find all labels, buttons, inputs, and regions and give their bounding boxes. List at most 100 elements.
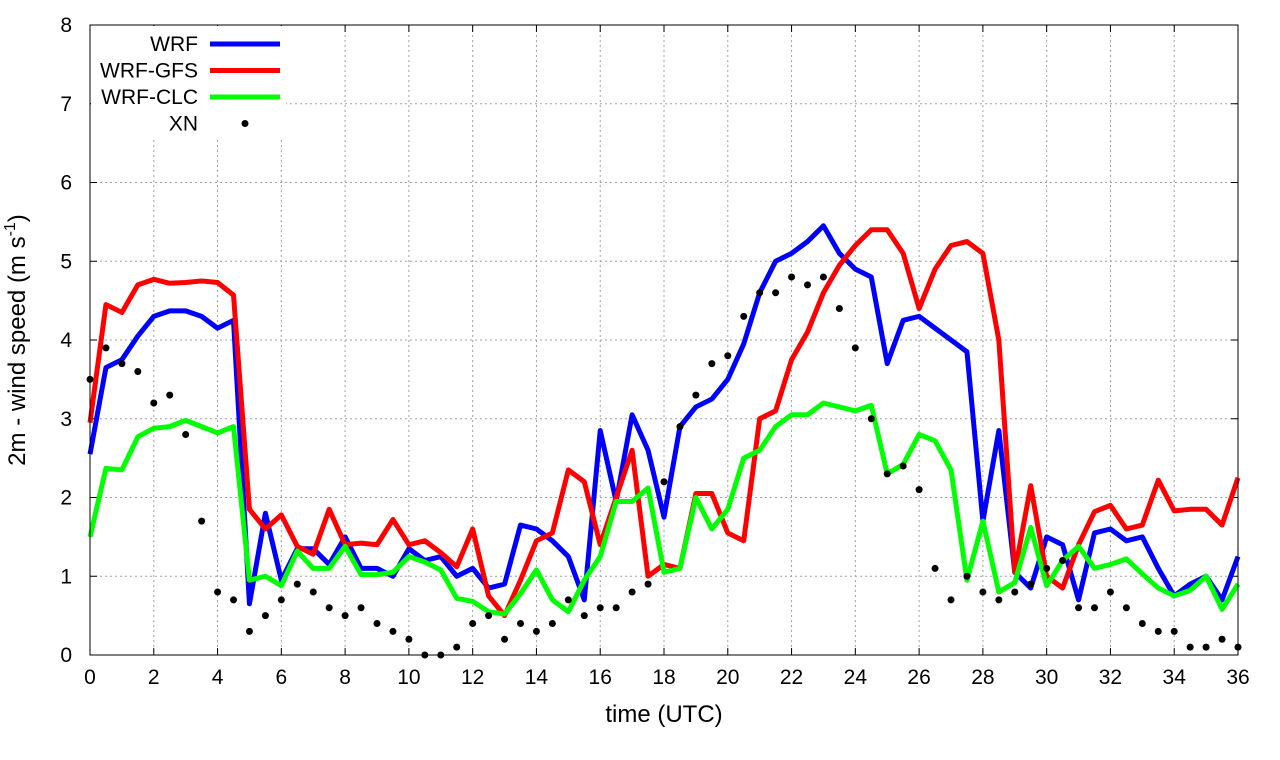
legend-entry-wrf-clc: WRF-CLC [101,86,280,109]
data-point-xn [1106,588,1114,596]
series-lines [86,223,1242,659]
data-point-xn [309,588,317,596]
data-point-xn [341,612,349,620]
data-point-xn [660,478,668,486]
y-tick-label: 3 [60,408,72,431]
x-tick-label: 30 [1035,666,1058,689]
x-axis-label: time (UTC) [605,701,722,728]
data-point-xn [1043,564,1051,572]
data-point-xn [963,572,971,580]
data-point-xn [182,431,190,438]
y-tick-label: 1 [60,565,72,588]
data-point-xn [1011,588,1019,596]
x-tick-label: 10 [397,666,420,689]
x-tick-label: 18 [652,666,675,689]
data-point-xn [931,564,939,572]
data-point-xn [979,588,987,596]
data-point-xn [851,344,859,352]
data-point-xn [102,344,110,352]
x-tick-label: 32 [1099,666,1122,689]
data-point-xn [453,643,461,651]
data-point-xn [676,423,684,431]
x-tick-label: 22 [780,666,803,689]
data-point-xn [740,312,748,320]
legend-entry-wrf: WRF [150,33,280,56]
data-point-xn [230,596,237,604]
series-line-wrf-clc [87,400,1241,617]
data-point-xn [819,273,827,281]
y-tick-label: 6 [60,172,72,195]
data-point-xn [389,627,397,635]
data-point-xn [788,273,796,281]
data-point-xn [692,391,700,399]
data-point-xn [1186,643,1194,651]
legend: WRF WRF-GFS WRF-CLC XN [100,33,280,136]
data-point-xn [548,620,556,627]
plot-frame [89,24,1239,656]
data-point-xn [1075,604,1083,612]
data-point-xn [532,627,540,635]
x-tick-label: 2 [148,666,160,689]
y-tick-label: 5 [60,250,72,273]
data-point-xn [867,415,875,423]
data-point-xn [1170,627,1178,635]
data-point-xn [293,580,301,588]
x-tick-label: 6 [275,666,287,689]
legend-label-wrf-clc: WRF-CLC [101,86,198,109]
data-point-xn [405,635,413,643]
data-point-xn [883,470,891,478]
series-line-wrf [87,223,1241,607]
y-tick-label: 0 [60,644,72,667]
data-point-xn [245,627,253,635]
y-tick-label: 2 [60,487,72,510]
data-point-xn [1122,604,1130,612]
data-point-xn [373,620,381,627]
x-tick-label: 24 [844,666,868,689]
y-axis-label-end: ) [4,214,31,222]
data-point-xn [612,604,620,612]
data-point-xn [644,580,652,588]
data-point-xn [198,517,206,525]
data-point-xn [277,596,285,604]
legend-label-wrf-gfs: WRF-GFS [100,60,198,83]
data-point-xn [628,588,636,596]
legend-label-wrf: WRF [150,33,198,56]
data-point-xn [118,360,126,368]
data-point-xn [150,399,158,407]
data-point-xn [1202,643,1210,651]
data-point-xn [564,596,572,604]
data-point-xn [166,391,174,399]
legend-label-xn: XN [169,113,198,136]
x-tick-label: 34 [1163,666,1187,689]
data-point-xn [772,289,780,297]
data-point-xn [1154,627,1162,635]
x-tick-label: 16 [589,666,612,689]
axis-ticks: 0 2 4 6 8 10 12 14 16 18 20 22 24 26 28 30 32 34 360123456… [60,14,1249,689]
x-tick-label: 8 [339,666,351,689]
x-tick-label: 20 [716,666,739,689]
x-tick-label: 26 [907,666,930,689]
data-point-xn [899,462,907,470]
data-point-xn [947,596,955,604]
data-point-xn [1091,604,1098,612]
data-point-xn [517,620,524,627]
x-tick-label: 4 [212,666,224,689]
legend-entry-wrf-gfs: WRF-GFS [100,60,280,83]
data-point-xn [1138,620,1146,627]
data-point-xn [835,305,843,312]
data-point-xn [756,289,764,297]
y-tick-label: 4 [60,329,72,352]
legend-entry-xn: XN [169,113,249,136]
x-tick-label: 14 [525,666,549,689]
data-point-xn [580,612,588,620]
data-point-xn [134,368,142,375]
data-point-xn [357,604,365,612]
data-point-xn [724,352,732,360]
y-tick-label: 7 [60,93,72,116]
x-tick-label: 28 [971,666,994,689]
x-tick-label: 12 [461,666,484,689]
data-point-xn [325,604,333,612]
data-point-xn [1218,635,1226,643]
data-point-xn [995,596,1003,604]
data-point-xn [1027,580,1035,588]
